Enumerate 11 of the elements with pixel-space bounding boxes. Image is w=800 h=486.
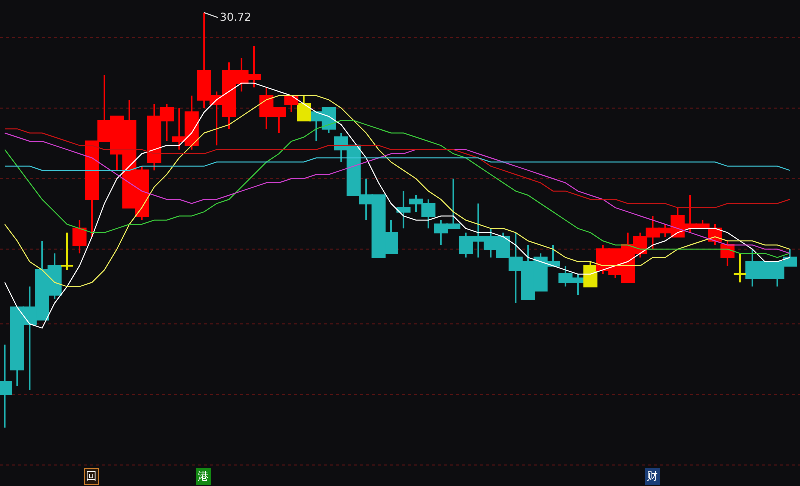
text: 港 bbox=[198, 470, 209, 483]
candlestick bbox=[72, 220, 87, 254]
candlestick bbox=[396, 190, 411, 230]
candlestick bbox=[733, 252, 748, 284]
text: 回 bbox=[86, 470, 97, 483]
annotation: 30.72 bbox=[220, 11, 252, 24]
candlestick bbox=[297, 95, 312, 122]
candlestick bbox=[60, 232, 74, 271]
candlestick bbox=[720, 240, 735, 267]
candlestick bbox=[584, 261, 598, 288]
text: 财 bbox=[647, 470, 658, 483]
